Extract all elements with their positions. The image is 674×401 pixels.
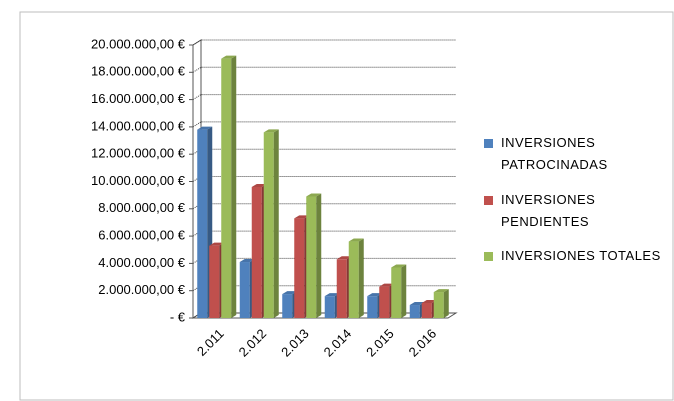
legend-swatch — [484, 196, 493, 205]
y-tick-label: 12.000.000,00 € — [91, 146, 186, 161]
chart-border — [19, 11, 674, 401]
bar-front — [306, 196, 317, 318]
bar-front — [294, 218, 305, 318]
y-tick-label: 8.000.000,00 € — [98, 200, 186, 215]
x-tick-label: 2.011 — [194, 326, 227, 359]
bar-side — [231, 55, 237, 319]
legend-label: INVERSIONES PATROCINADAS — [501, 135, 608, 172]
bar-top — [197, 126, 213, 130]
bar-front — [263, 132, 274, 318]
bar-top — [367, 293, 383, 297]
bar — [433, 289, 449, 318]
bar-top — [409, 302, 425, 306]
bar-top — [306, 193, 322, 197]
bar-top — [336, 256, 352, 260]
y-tick-label: 2.000.000,00 € — [98, 282, 186, 297]
legend-label: INVERSIONES PENDIENTES — [501, 192, 596, 229]
bar-front — [391, 267, 402, 318]
bar-top — [348, 238, 364, 242]
x-tick-label: 2.016 — [406, 326, 440, 360]
grid-line — [192, 39, 456, 46]
bar-top — [239, 259, 255, 263]
bar-top — [282, 291, 298, 295]
x-tick-label: 2.012 — [236, 326, 270, 360]
y-tick-label: 6.000.000,00 € — [98, 228, 186, 243]
bar-top — [221, 55, 237, 59]
bar-top — [391, 264, 407, 268]
bar-top — [263, 129, 279, 133]
bar — [263, 129, 279, 318]
bar-front — [324, 296, 335, 318]
bar-front — [348, 241, 359, 318]
y-tick-label: - € — [170, 309, 186, 324]
bar-front — [209, 245, 220, 318]
bar-top — [251, 183, 267, 187]
bar-front — [239, 262, 250, 318]
bar-top — [421, 299, 437, 303]
bar — [391, 264, 407, 318]
bar — [306, 193, 322, 318]
y-tick-label: 20.000.000,00 € — [91, 36, 186, 51]
y-tick-label: 18.000.000,00 € — [91, 64, 186, 79]
bar-top — [209, 242, 225, 246]
bar-side — [273, 129, 279, 318]
bar-top — [433, 289, 449, 293]
bar — [221, 55, 237, 319]
x-tick-label: 2.013 — [278, 326, 312, 360]
bar-front — [251, 186, 262, 318]
x-tick-label: 2.015 — [363, 326, 397, 360]
bar-top — [294, 215, 310, 219]
legend-swatch — [484, 139, 493, 148]
bar-side — [316, 193, 322, 318]
bar-top — [379, 283, 395, 287]
bar-front — [379, 286, 390, 318]
x-tick-label: 2.014 — [321, 326, 355, 360]
y-tick-label: 10.000.000,00 € — [91, 173, 186, 188]
bar-front — [221, 58, 232, 319]
legend-item: INVERSIONES TOTALES — [484, 245, 664, 267]
legend-swatch — [484, 252, 493, 261]
bar-side — [358, 238, 364, 318]
bar-front — [367, 296, 378, 318]
bar-side — [401, 264, 407, 318]
legend-item: INVERSIONES PATROCINADAS — [484, 132, 664, 176]
bar-front — [421, 302, 432, 318]
bar — [348, 238, 364, 318]
y-tick-label: 4.000.000,00 € — [98, 255, 186, 270]
bar-top — [324, 293, 340, 297]
bar-front — [197, 129, 208, 318]
legend-item: INVERSIONES PENDIENTES — [484, 189, 664, 233]
y-tick-label: 16.000.000,00 € — [91, 91, 186, 106]
bar-front — [282, 294, 293, 318]
legend-label: INVERSIONES TOTALES — [501, 248, 661, 263]
bar-front — [336, 259, 347, 318]
bar-side — [443, 289, 449, 318]
bar-front — [409, 305, 420, 318]
y-tick-label: 14.000.000,00 € — [91, 118, 186, 133]
bar-front — [433, 292, 444, 318]
